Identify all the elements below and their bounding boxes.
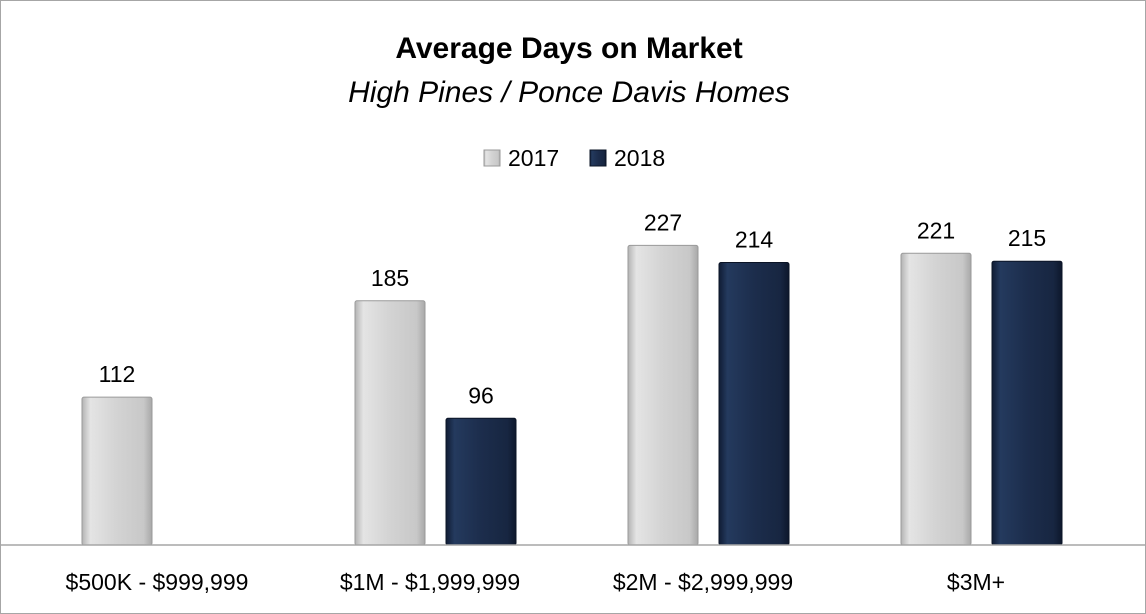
- data-label-2017-2: 227: [644, 209, 682, 235]
- legend-label-2017: 2017: [508, 145, 559, 171]
- bar-2017-2: [627, 244, 699, 546]
- bar-2017-1: [354, 300, 426, 546]
- chart-subtitle: High Pines / Ponce Davis Homes: [348, 76, 790, 109]
- data-labels-group: 112 185 96 227 214 221 215: [99, 209, 1047, 408]
- data-label-2018-3: 215: [1008, 225, 1046, 251]
- bar-2018-2: [718, 262, 790, 546]
- x-tick-label-1: $1M - $1,999,999: [340, 569, 520, 595]
- x-tick-label-2: $2M - $2,999,999: [613, 569, 793, 595]
- legend: 2017 2018: [483, 145, 665, 171]
- data-label-2018-1: 96: [468, 382, 494, 408]
- data-label-2017-3: 221: [917, 217, 955, 243]
- data-label-2017-0: 112: [99, 361, 136, 387]
- bar-2017-3: [900, 252, 972, 546]
- chart-title: Average Days on Market: [395, 32, 742, 65]
- bar-2017-0: [81, 396, 153, 546]
- x-tick-label-0: $500K - $999,999: [66, 569, 249, 595]
- data-label-2018-2: 214: [735, 227, 774, 253]
- bar-2018-3: [991, 260, 1063, 546]
- x-axis-tick-labels: $500K - $999,999 $1M - $1,999,999 $2M - $2…: [66, 569, 1006, 595]
- data-label-2017-1: 185: [371, 265, 409, 291]
- legend-label-2018: 2018: [614, 145, 665, 171]
- x-tick-label-3: $3M+: [947, 569, 1005, 595]
- bar-2018-1: [445, 417, 517, 546]
- bars-group: [81, 244, 1063, 546]
- legend-swatch-2018: [589, 149, 607, 167]
- legend-swatch-2017: [483, 149, 501, 167]
